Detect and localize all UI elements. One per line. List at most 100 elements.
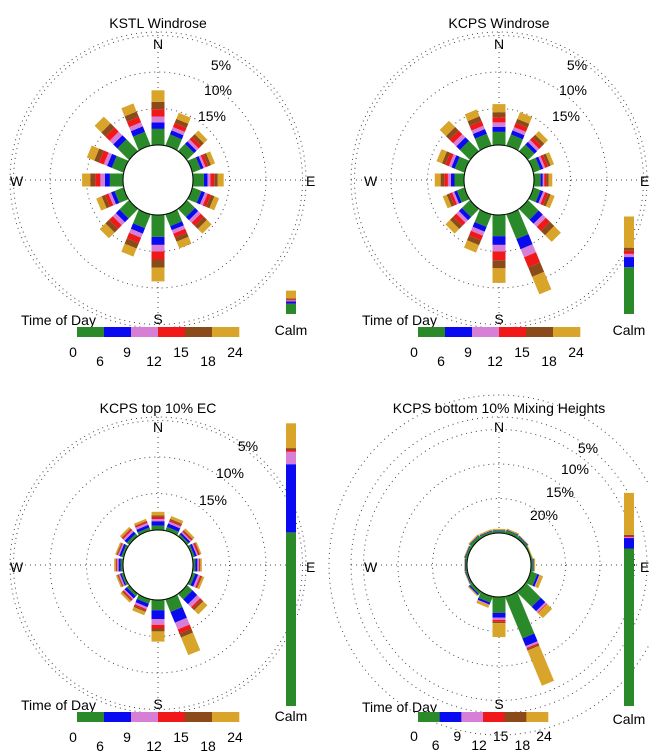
wind-segment (109, 131, 123, 145)
wind-segment (196, 191, 205, 205)
direction-label-e: E (306, 173, 315, 189)
wind-segment (199, 558, 201, 572)
ring-label: 15% (199, 492, 227, 508)
wind-segment (543, 153, 551, 167)
wind-segment (193, 542, 200, 556)
wind-segment (452, 191, 459, 205)
legend-tick: 12 (487, 353, 503, 369)
wind-segment (515, 118, 530, 128)
wind-segment (90, 173, 96, 187)
wind-segment (193, 574, 201, 588)
legend-tick: 24 (227, 344, 243, 360)
panel-title: KCPS bottom 10% Mixing Heights (393, 400, 605, 416)
wind-segment (151, 519, 165, 522)
wind-segment (202, 193, 211, 207)
wind-segment (101, 123, 115, 137)
wind-segment (453, 134, 466, 147)
wind-segment (130, 126, 145, 137)
wind-segment (94, 116, 111, 133)
direction-label-w: W (10, 559, 24, 575)
ring-label: 10% (216, 465, 244, 481)
legend-tick: 15 (173, 344, 189, 360)
wind-segment (137, 527, 151, 536)
wind-segment (187, 572, 196, 586)
wind-segment (446, 193, 455, 207)
ring-label: 15% (546, 484, 574, 500)
ring-label: 15% (552, 108, 580, 124)
wind-segment (133, 131, 151, 151)
legend-swatch (185, 327, 213, 337)
wind-segment (121, 544, 129, 558)
wind-segment (439, 120, 456, 137)
wind-segment (545, 226, 561, 242)
legend-swatch (439, 712, 462, 722)
wind-segment (132, 607, 146, 616)
wind-segment (165, 209, 183, 227)
wind-segment (456, 187, 470, 203)
wind-segment (124, 111, 139, 122)
wind-segment (189, 136, 202, 149)
calm-segment (286, 300, 296, 302)
wind-segment (465, 571, 472, 584)
wind-segment (109, 216, 122, 229)
wind-segment (461, 200, 479, 218)
wind-segment (513, 122, 528, 132)
legend-tick: 24 (536, 728, 552, 744)
wind-segment (506, 528, 520, 535)
wind-segment (526, 571, 538, 586)
wind-segment (197, 558, 199, 572)
legend-tick: 0 (69, 729, 77, 745)
time-of-day-legend: Time of Day 0 6 9 12 15 18 24 (362, 312, 584, 369)
wind-segment (115, 558, 117, 572)
calm-segment (286, 290, 296, 299)
wind-segment (103, 152, 112, 166)
wind-segment (151, 267, 165, 282)
wind-segment (117, 574, 124, 587)
wind-segment (195, 558, 198, 572)
wind-segment (187, 544, 195, 558)
legend-tick: 18 (200, 738, 216, 751)
wind-segment (134, 602, 148, 610)
wind-segment (545, 194, 555, 209)
wind-segment (441, 151, 451, 165)
wind-segment (472, 129, 487, 139)
legend-tick: 12 (471, 737, 487, 751)
wind-segment (114, 558, 116, 572)
wind-segment (116, 542, 123, 556)
wind-segment (510, 130, 525, 140)
legend-swatch (104, 327, 132, 337)
wind-segment (209, 196, 220, 211)
wind-segment (95, 173, 101, 187)
wind-segment (121, 528, 133, 540)
wind-segment (492, 244, 506, 252)
legend-swatch (131, 327, 159, 337)
wind-segment (124, 587, 136, 599)
ring-5 (86, 108, 230, 252)
wind-segment (506, 209, 529, 240)
wind-segment (534, 173, 541, 187)
wind-segment (467, 586, 478, 597)
panel-kcps-windrose: KCPS Windrose 5% 10% 15% N E S W Time of Day 0… (350, 15, 649, 369)
wind-segment (206, 151, 216, 166)
wind-segment (151, 515, 165, 517)
legend-swatch (158, 327, 186, 337)
wind-segment (540, 154, 548, 168)
calm-segment (286, 532, 296, 706)
calm-segment (624, 253, 634, 257)
wind-segment (440, 173, 445, 187)
wind-segment (217, 173, 224, 187)
wind-segment (518, 535, 529, 546)
legend-tick: 6 (437, 353, 445, 369)
center-circle (466, 532, 532, 598)
panel-title: KCPS top 10% EC (100, 400, 217, 416)
wind-segment (522, 633, 538, 647)
calm-segment (624, 548, 634, 706)
legend-swatch (158, 712, 186, 722)
wind-segment (214, 173, 218, 187)
wind-segment (516, 234, 533, 250)
wind-segment (464, 572, 470, 585)
wind-segment (517, 583, 541, 607)
ring-10 (397, 463, 601, 667)
ring-label: 5% (578, 440, 598, 456)
wind-segment (115, 209, 129, 223)
